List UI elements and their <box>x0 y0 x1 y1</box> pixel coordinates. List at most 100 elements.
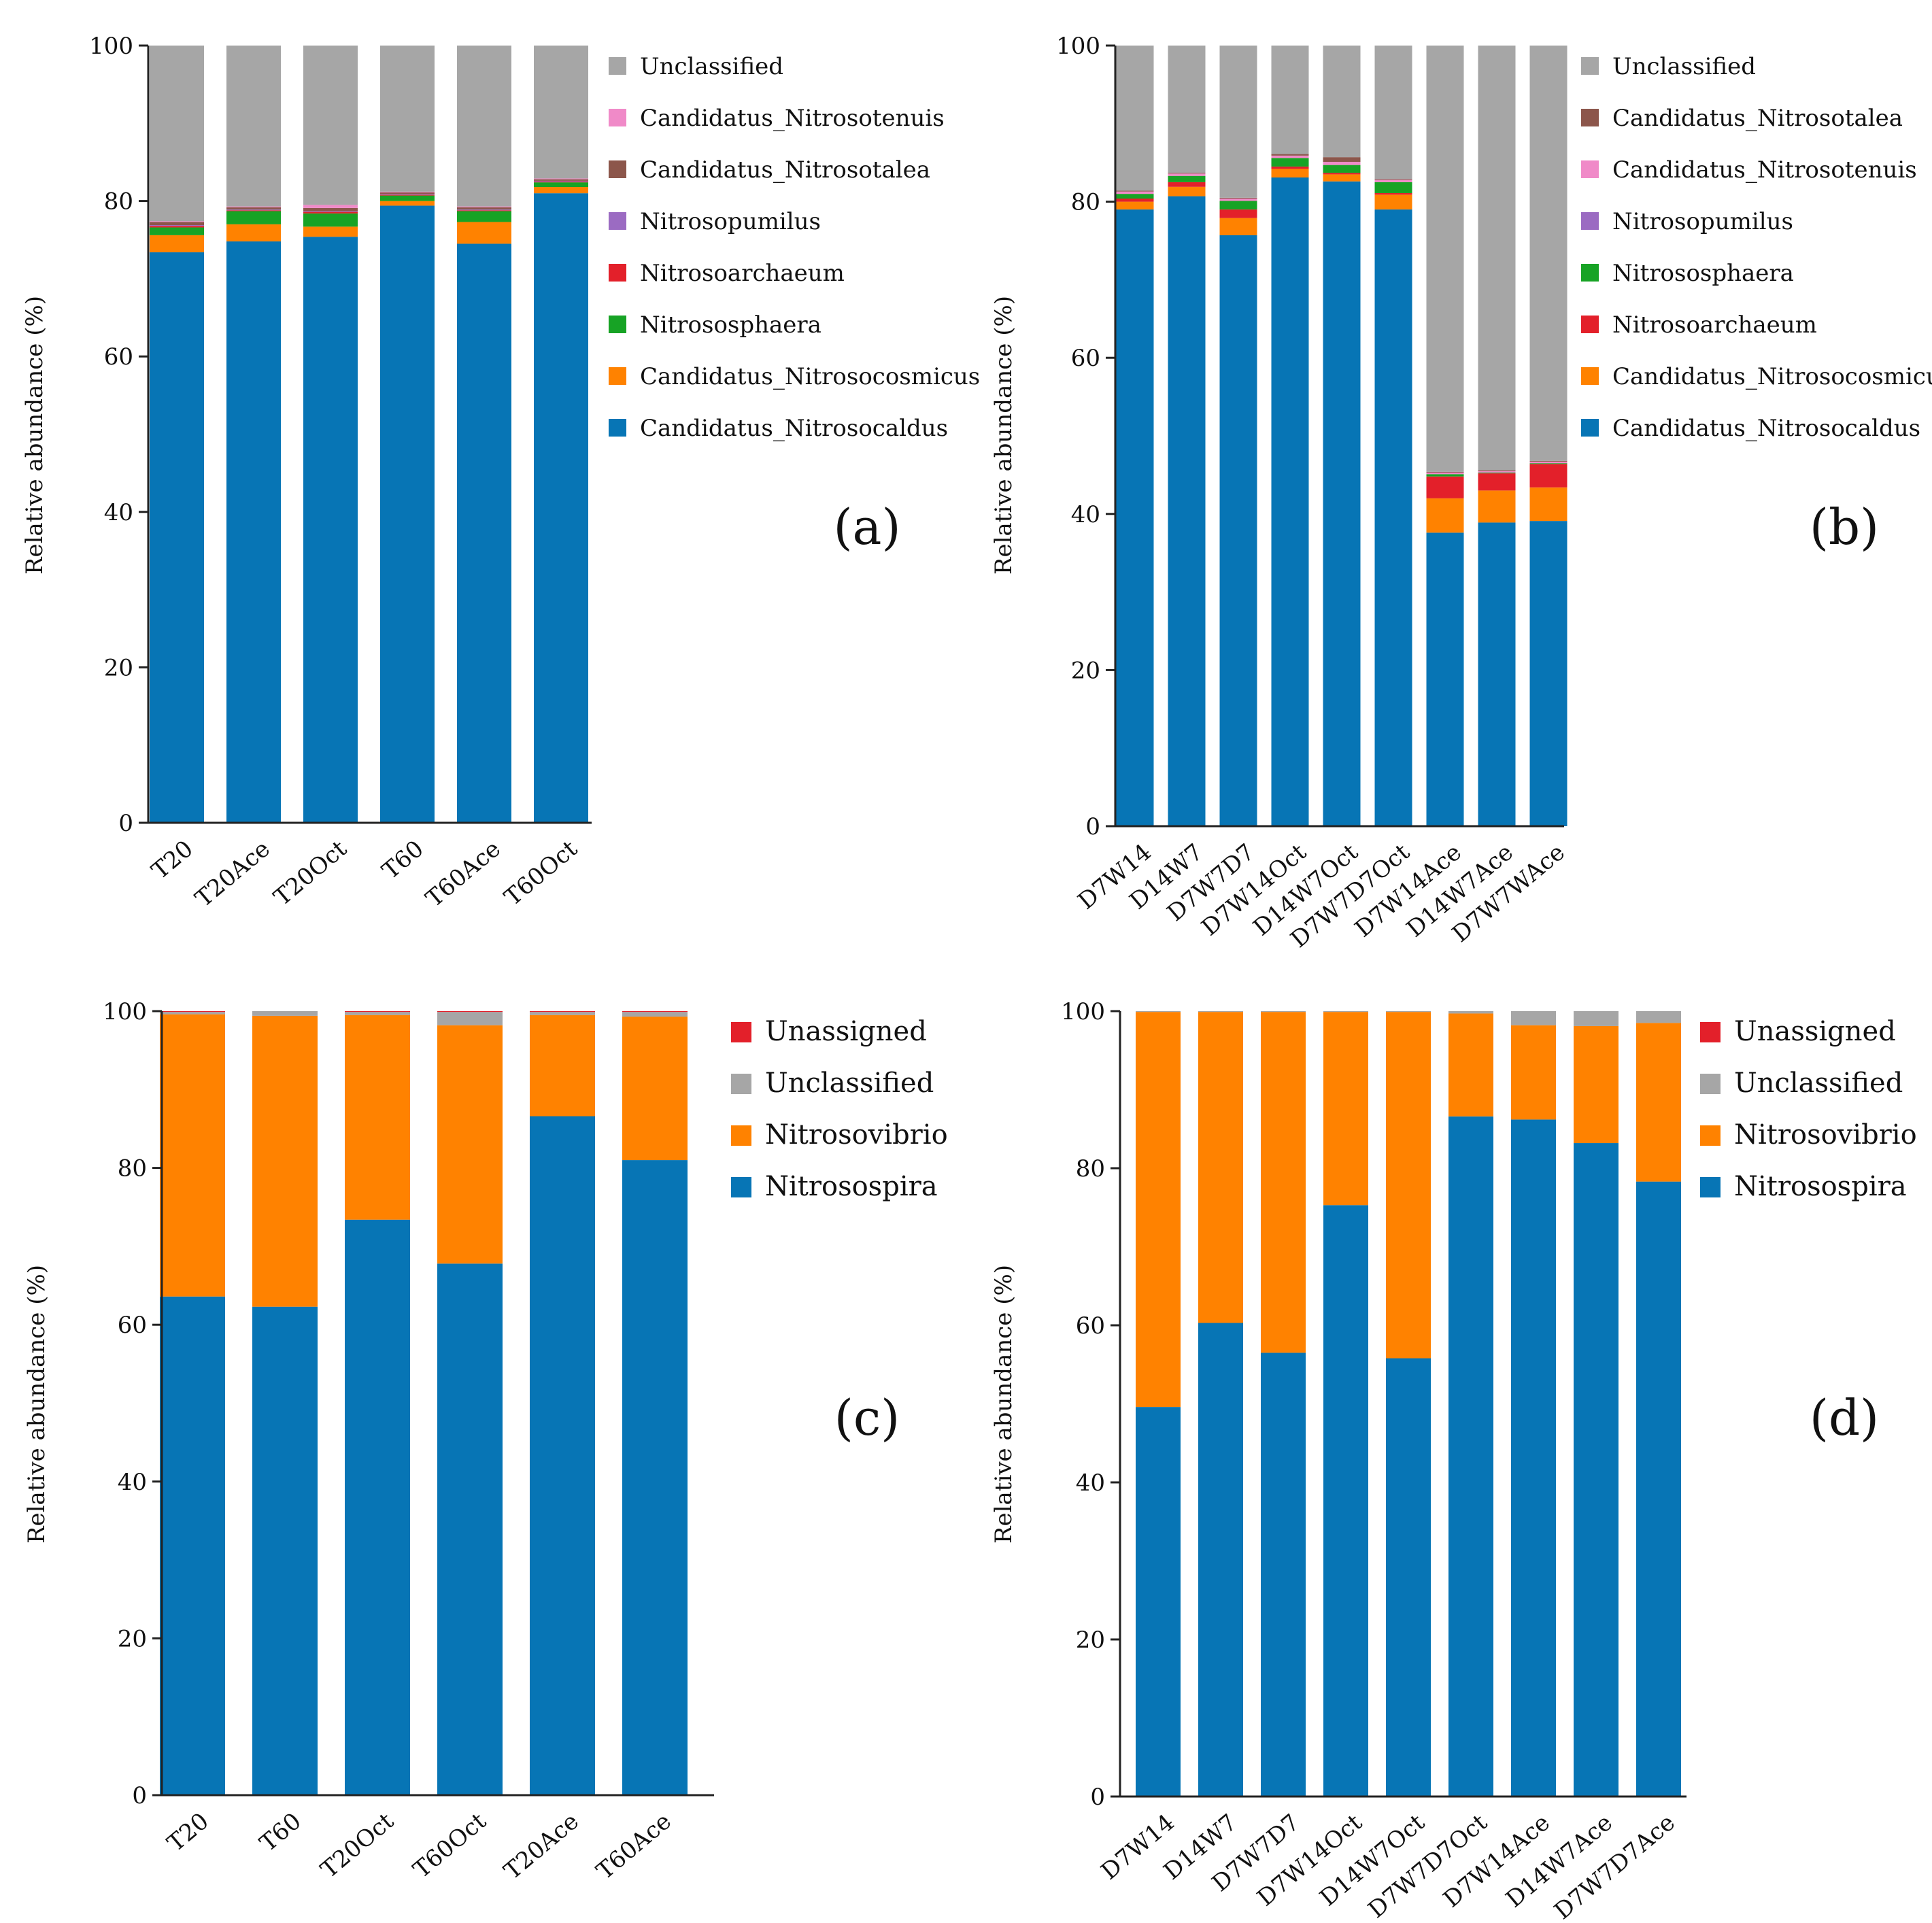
panel-a-bar-t20-unclassified <box>150 46 204 222</box>
panel-c-legend-label-unclassified: Unclassified <box>765 1068 934 1099</box>
panel-a-bar-t20oct-candidatus-nitrosotenuis <box>303 205 358 208</box>
panel-d-bar-d14w7oct-unclassified <box>1386 1011 1431 1012</box>
panel-a-x-tick-label-t20ace: T20Ace <box>190 835 275 913</box>
panel-a-bar-t20ace-unclassified <box>226 46 281 207</box>
panel-a-bar-t20oct-unclassified <box>303 46 358 205</box>
panel-d-bar-d14w7ace-nitrosovibrio <box>1574 1025 1619 1144</box>
panel-d-legend-swatch-nitrosospira <box>1700 1177 1721 1197</box>
panel-b-bar-d14w7ace-candidatus-nitrosocosmicus <box>1478 490 1516 523</box>
panel-b-bar-d7w14ace-candidatus-nitrosocaldus <box>1426 532 1464 826</box>
panel-a-x-tick-label-t60: T60 <box>377 835 429 885</box>
panel-a-legend-label-candidatus-nitrosocosmicus: Candidatus_Nitrosocosmicus <box>640 363 980 390</box>
panel-c-bar-t20-unclassified <box>160 1012 225 1015</box>
panel-d-bar-d7w14-nitrosovibrio <box>1136 1012 1181 1408</box>
panel-a-bar-t60ace-nitrosopumilus <box>457 209 511 211</box>
panel-b-bar-d14w7-nitrososphaera <box>1168 175 1206 182</box>
panel-d-y-axis-title: Relative abundance (%) <box>990 1265 1017 1544</box>
panel-c-x-tick-label-t20oct: T20Oct <box>316 1807 399 1884</box>
panel-a-y-tick-label: 20 <box>104 654 133 681</box>
panel-c-bar-t20oct-nitrosospira <box>345 1219 410 1795</box>
panel-a-x-tick-label-t60ace: T60Ace <box>421 835 506 913</box>
panel-b-legend-label-candidatus-nitrosocaldus: Candidatus_Nitrosocaldus <box>1612 415 1920 442</box>
panel-d-y-tick-label: 0 <box>1090 1784 1105 1811</box>
panel-b-legend-label-nitrososphaera: Nitrososphaera <box>1612 260 1794 287</box>
panel-d-bar-d7w7d7oct-unclassified <box>1448 1011 1493 1014</box>
panel-b-bar-d7w7wace-candidatus-nitrosotalea <box>1529 460 1567 462</box>
panel-a-bar-t20ace-candidatus-nitrosocaldus <box>226 241 281 823</box>
panel-c-legend-swatch-unclassified <box>731 1074 751 1094</box>
panel-d-bar-d7w7d7-nitrosovibrio <box>1261 1012 1306 1353</box>
panel-b-bar-d7w14-nitrosoarchaeum <box>1116 199 1154 202</box>
panel-c-bar-t60ace-nitrosospira <box>622 1160 688 1795</box>
panel-b-y-tick-label: 60 <box>1071 345 1100 372</box>
panel-a-bar-t20oct-candidatus-nitrosocosmicus <box>303 226 358 237</box>
panel-a-legend-swatch-candidatus-nitrosocaldus <box>609 419 626 437</box>
panel-d-bar-d7w14oct-unclassified <box>1323 1011 1368 1012</box>
panel-a-bar-t60ace-nitrosoarchaeum <box>457 210 511 211</box>
panel-b-bar-d14w7-candidatus-nitrosocosmicus <box>1168 186 1206 197</box>
panel-b-legend-label-nitrosopumilus: Nitrosopumilus <box>1612 208 1793 235</box>
panel-b-bar-d7w14oct-candidatus-nitrosocosmicus <box>1271 169 1309 178</box>
panel-c-y-tick-label: 100 <box>103 998 147 1025</box>
panel-b-bar-d7w7d7oct-nitrosoarchaeum <box>1374 192 1412 195</box>
panel-a-legend-swatch-candidatus-nitrosotalea <box>609 160 626 178</box>
panel-a-bar-t60-candidatus-nitrosocaldus <box>380 205 435 823</box>
panel-a-legend-label-candidatus-nitrosotalea: Candidatus_Nitrosotalea <box>640 156 930 184</box>
panel-b-bar-d7w14ace-candidatus-nitrosotalea <box>1426 471 1464 473</box>
panel-a-bar-t60-candidatus-nitrosocosmicus <box>380 201 435 206</box>
panel-b-y-axis-title: Relative abundance (%) <box>990 296 1017 575</box>
panel-d-y-tick-label: 40 <box>1076 1469 1105 1497</box>
panel-c-bar-t60oct-unassigned <box>437 1011 503 1012</box>
panel-c-y-tick-label: 20 <box>118 1625 147 1652</box>
panel-c-x-tick-label-t60ace: T60Ace <box>592 1807 677 1885</box>
panel-b-chart: 020406080100D7W14D14W7D7W7D7D7W14OctD14W… <box>990 33 1932 953</box>
panel-b-bar-d7w14ace-nitrosoarchaeum <box>1426 476 1464 498</box>
panel-b-legend-swatch-candidatus-nitrosocaldus <box>1581 419 1599 437</box>
panel-b-bar-d7w14-candidatus-nitrosotalea <box>1116 190 1154 192</box>
panel-b-bar-d7w7d7oct-candidatus-nitrosocosmicus <box>1374 194 1412 210</box>
panel-b-bar-d7w14oct-candidatus-nitrosotalea <box>1271 154 1309 156</box>
panel-d-y-tick-label: 100 <box>1061 998 1105 1025</box>
panel-d-bar-d14w7ace-unclassified <box>1574 1011 1619 1026</box>
panel-a-legend-label-nitrososphaera: Nitrososphaera <box>640 311 821 339</box>
panel-d-bar-d7w14oct-nitrosovibrio <box>1323 1012 1368 1206</box>
panel-c-bar-t60ace-nitrosovibrio <box>622 1017 688 1161</box>
panel-c-bar-t60-unclassified <box>252 1011 318 1016</box>
panel-a-bar-t60oct-nitrosopumilus <box>534 180 588 182</box>
panel-b-bar-d7w7d7-candidatus-nitrosotenuis <box>1219 199 1257 201</box>
panel-a-bar-t60ace-candidatus-nitrosocaldus <box>457 243 511 823</box>
panel-b-y-tick-label: 100 <box>1056 33 1100 60</box>
panel-b-bar-d7w7wace-candidatus-nitrosocosmicus <box>1529 487 1567 522</box>
panel-c-x-tick-label-t20ace: T20Ace <box>499 1807 584 1885</box>
panel-b-bar-d7w14ace-nitrososphaera <box>1426 474 1464 477</box>
panel-b-bar-d7w7d7-candidatus-nitrosocosmicus <box>1219 218 1257 235</box>
panel-c-label: (c) <box>834 1389 900 1446</box>
panel-a-x-tick-label-t60oct: T60Oct <box>499 835 583 911</box>
panel-c-bar-t20ace-nitrosovibrio <box>530 1015 595 1117</box>
panel-c-legend-label-nitrosospira: Nitrosospira <box>765 1171 938 1202</box>
panel-a-bar-t60-nitrososphaera <box>380 195 435 201</box>
panel-b-legend-swatch-nitrosopumilus <box>1581 212 1599 230</box>
panel-b-legend-label-nitrosoarchaeum: Nitrosoarchaeum <box>1612 311 1817 339</box>
panel-c-y-tick-label: 80 <box>118 1155 147 1182</box>
panel-c-bar-t60oct-nitrosospira <box>437 1263 503 1795</box>
panel-c-bar-t20-nitrosospira <box>160 1296 225 1795</box>
panel-d-bar-d7w7d7-nitrosospira <box>1261 1352 1306 1797</box>
panel-b-bar-d14w7-nitrosoarchaeum <box>1168 182 1206 187</box>
panel-a-bar-t20oct-candidatus-nitrosotalea <box>303 207 358 211</box>
panel-b-bar-d7w7wace-unclassified <box>1529 46 1567 461</box>
panel-b-bar-d7w14oct-nitrososphaera <box>1271 158 1309 167</box>
panel-d-bar-d14w7ace-nitrosospira <box>1574 1143 1619 1797</box>
panel-a-bar-t60ace-unclassified <box>457 46 511 207</box>
panel-b-bar-d7w7d7oct-nitrososphaera <box>1374 182 1412 193</box>
panel-a-bar-t20oct-nitrososphaera <box>303 213 358 227</box>
panel-d-bar-d14w7oct-nitrosovibrio <box>1386 1012 1431 1359</box>
panel-a-bar-t20ace-nitrososphaera <box>226 211 281 224</box>
panel-c-bar-t20oct-nitrosovibrio <box>345 1015 410 1220</box>
panel-a-bar-t20-candidatus-nitrosocosmicus <box>150 235 204 253</box>
panel-c-bar-t20-unassigned <box>160 1011 225 1012</box>
panel-b-legend-label-candidatus-nitrosotalea: Candidatus_Nitrosotalea <box>1612 105 1903 132</box>
panel-d-legend-label-nitrosospira: Nitrosospira <box>1734 1171 1907 1202</box>
